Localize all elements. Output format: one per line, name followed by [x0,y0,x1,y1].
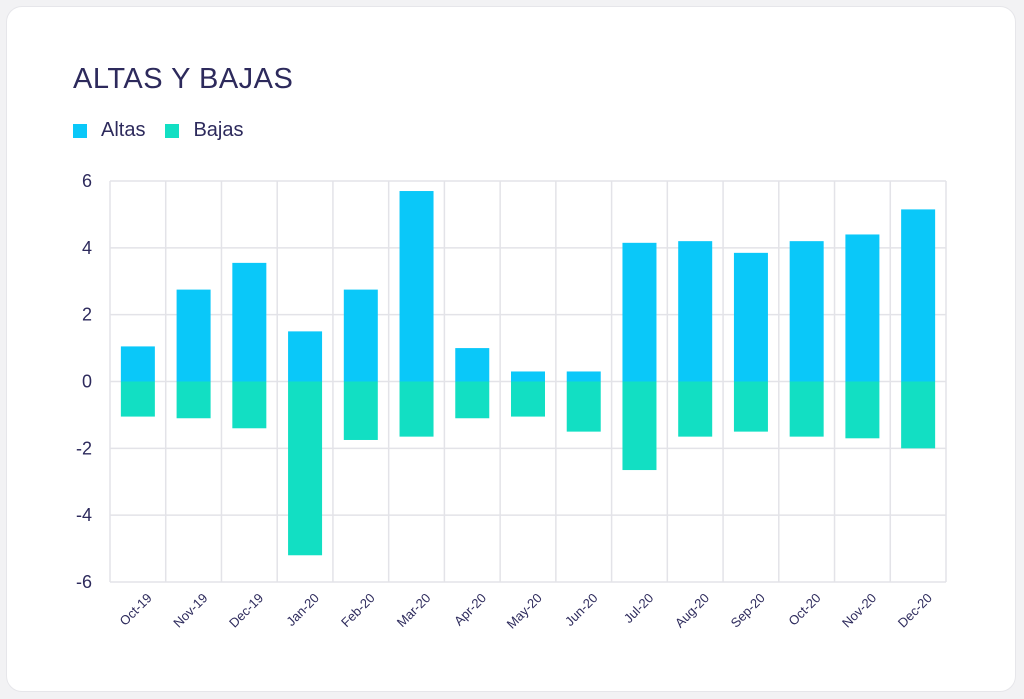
bar-altas-oct-19 [120,346,155,382]
x-tick-label: Oct-20 [785,590,823,628]
bar-altas-jul-20 [622,242,657,382]
y-tick-label: 6 [82,171,92,191]
legend-item-bajas[interactable]: Bajas [165,119,244,142]
x-tick-label: Mar-20 [394,590,434,630]
bar-bajas-may-20 [511,381,545,417]
x-tick-label: Apr-20 [451,590,489,628]
bar-altas-dec-20 [901,209,936,382]
legend-label-bajas: Bajas [193,119,244,141]
bar-bajas-nov-19 [176,381,211,419]
bar-altas-jan-20 [288,331,323,382]
y-tick-label: -2 [76,438,92,458]
x-tick-label: Oct-19 [117,590,155,628]
legend-item-altas[interactable]: Altas [73,119,145,142]
legend-swatch-bajas [165,123,180,138]
bar-altas-apr-20 [455,348,490,382]
chart-title: ALTAS Y BAJAS [73,63,294,95]
bar-altas-jun-20 [566,371,601,382]
x-tick-label: Dec-19 [226,590,266,630]
legend-label-altas: Altas [101,119,146,141]
chart-legend: Altas Bajas [73,119,264,142]
bar-bajas-aug-20 [678,381,713,437]
bar-bajas-mar-20 [399,381,434,437]
x-tick-label: Dec-20 [895,590,935,630]
y-tick-label: 0 [82,372,92,392]
bar-altas-feb-20 [343,289,378,382]
bar-altas-aug-20 [678,241,713,382]
x-tick-label: Sep-20 [728,590,768,630]
y-tick-label: 4 [82,238,92,258]
bar-bajas-sep-20 [733,381,768,432]
x-tick-label: Jun-20 [562,590,601,629]
bar-altas-oct-20 [789,241,824,382]
bar-bajas-nov-20 [845,381,880,439]
y-tick-label: 2 [82,305,92,325]
bar-bajas-dec-19 [232,381,267,429]
x-tick-label: Jul-20 [621,590,657,626]
x-tick-label: Feb-20 [338,590,378,630]
x-tick-label: Nov-19 [170,590,210,630]
bar-altas-may-20 [511,371,545,382]
bar-altas-nov-20 [845,234,880,382]
bar-bajas-oct-19 [120,381,155,417]
y-tick-label: -6 [76,572,92,592]
bar-bajas-jun-20 [566,381,601,432]
y-tick-label: -4 [76,505,92,525]
bar-bajas-apr-20 [455,381,490,419]
bar-altas-sep-20 [733,252,768,382]
bar-bajas-jul-20 [622,381,657,471]
bar-altas-nov-19 [176,289,211,382]
x-tick-label: Aug-20 [672,590,712,630]
bar-bajas-oct-20 [789,381,824,437]
bar-altas-dec-19 [232,262,267,382]
bar-bajas-dec-20 [901,381,936,449]
legend-swatch-altas [73,123,87,138]
bar-altas-mar-20 [399,191,434,382]
x-tick-label: Nov-20 [839,590,879,630]
bar-bajas-jan-20 [288,381,323,556]
x-tick-label: Jan-20 [283,590,322,629]
bar-bajas-feb-20 [343,381,378,440]
x-tick-label: May-20 [504,590,545,631]
